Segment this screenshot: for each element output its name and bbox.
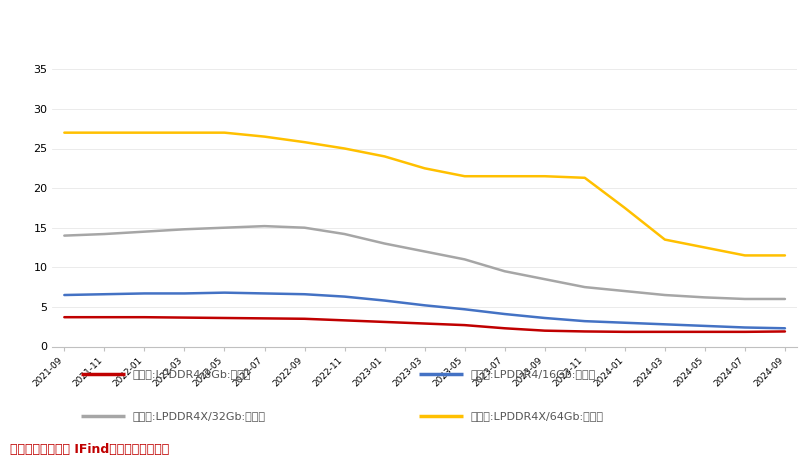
Text: 市场价:LPDDR4X/64Gb:平均价: 市场价:LPDDR4X/64Gb:平均价 <box>471 411 604 421</box>
Text: 市场价:LPDDR4/16Gb:平均价: 市场价:LPDDR4/16Gb:平均价 <box>471 370 597 379</box>
Text: 市场价:LPDDR4X/32Gb:平均价: 市场价:LPDDR4X/32Gb:平均价 <box>133 411 266 421</box>
Text: 市场价:LPDDR4/8Gb:平均价: 市场价:LPDDR4/8Gb:平均价 <box>133 370 251 379</box>
Text: 资料来源：同花顺 IFind，东海证券研究所: 资料来源：同花顺 IFind，东海证券研究所 <box>10 443 169 456</box>
Text: 图10  2021 年 9 月 24 日-2024 年 9 月 24 日 LPDDR4/4X 市场平均价（美元）: 图10 2021 年 9 月 24 日-2024 年 9 月 24 日 LPDD… <box>10 19 502 34</box>
